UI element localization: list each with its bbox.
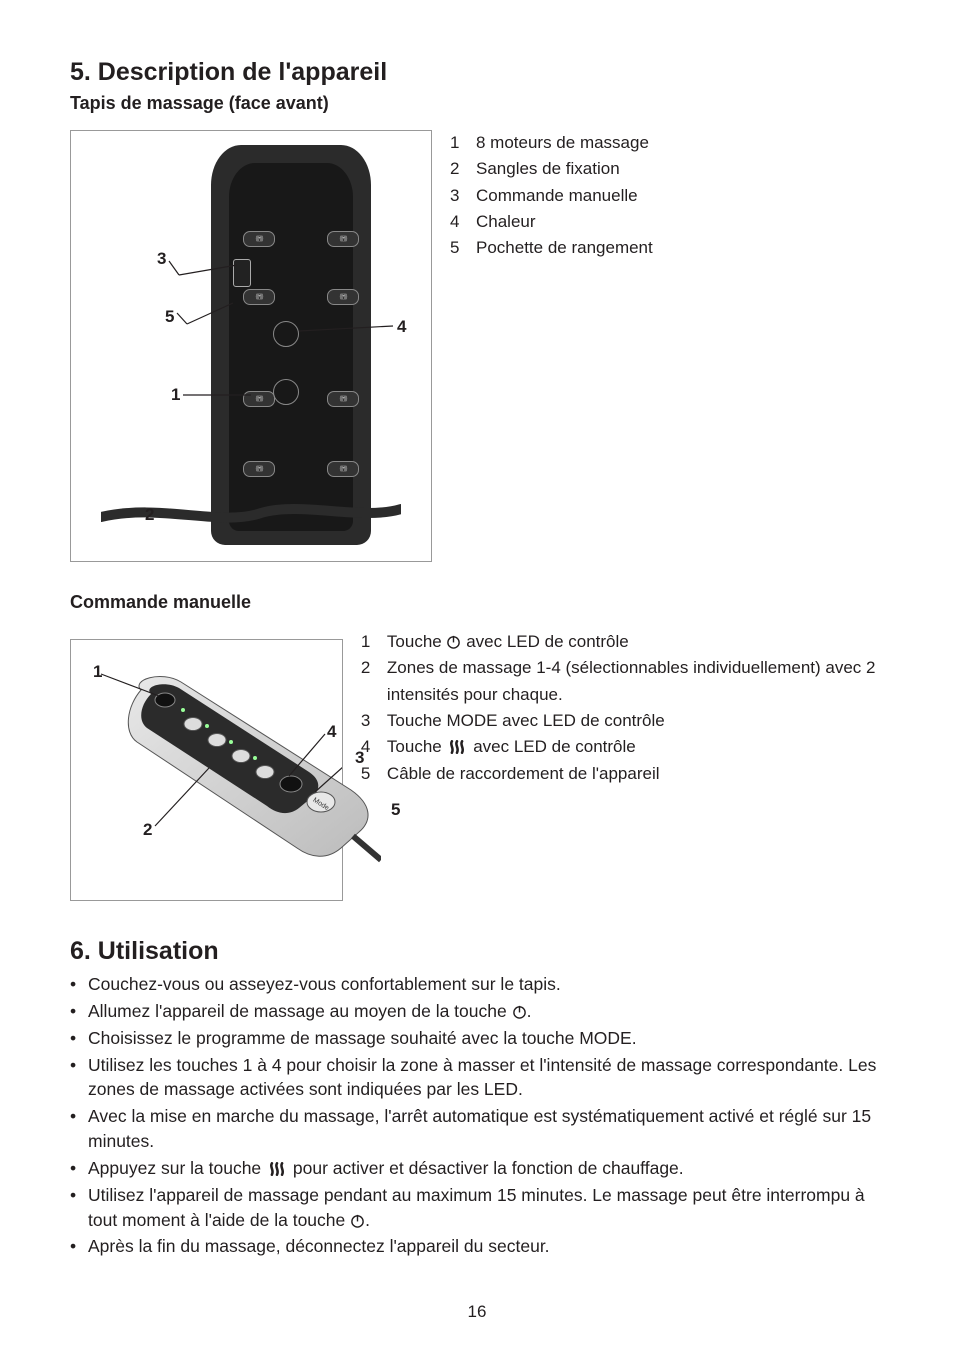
fig2-callouts [71,640,342,900]
legend-item: 4 Chaleur [450,209,653,235]
legend-num: 4 [450,209,466,235]
section5-legend: 1 8 moteurs de massage 2 Sangles de fixatio… [450,130,653,562]
power-icon [446,634,461,649]
legend-num: 2 [450,156,466,182]
legend-text: Touche avec LED de contrôle [387,629,884,655]
commande-row: Mode 1 2 4 3 5 1Touche avec LED de cont [70,629,884,901]
legend-text: 8 moteurs de massage [476,130,653,156]
bullet-item: Choisissez le programme de massage souha… [70,1026,884,1051]
fig2-label-5: 5 [391,800,400,820]
commande-legend: 1Touche avec LED de contrôle2Zones de ma… [361,629,884,901]
legend-item: 3 Commande manuelle [450,183,653,209]
section5-row: (((•)))(((•)))(((•)))(((•)))(((•)))(((•)… [70,130,884,562]
legend-num: 1 [450,130,466,156]
bullet-item: Appuyez sur la touche pour activer et dé… [70,1156,884,1181]
section5-subtitle: Tapis de massage (face avant) [70,93,884,114]
fig2-label-2: 2 [143,820,152,840]
commande-title: Commande manuelle [70,592,884,613]
figure-mat: (((•)))(((•)))(((•)))(((•)))(((•)))(((•)… [70,130,432,562]
fig2-label-3: 3 [355,748,364,768]
fig2-label-1: 1 [93,662,102,682]
legend-num: 5 [450,235,466,261]
legend-item: 5 Pochette de rangement [450,235,653,261]
legend-item: 4Touche avec LED de contrôle [361,734,884,760]
legend-item: 1 Touche avec LED de contrôle [361,629,884,655]
section6-title: 6. Utilisation [70,937,884,966]
bullet-item: Utilisez l'appareil de massage pendant a… [70,1183,884,1233]
legend-item: 3Touche MODE avec LED de contrôle [361,708,884,734]
bullet-item: Avec la mise en marche du massage, l'arr… [70,1104,884,1154]
legend-text: Câble de raccordement de l'appareil [387,761,884,787]
section5-title: 5. Description de l'appareil [70,58,884,87]
fig2-label-4: 4 [327,722,336,742]
fig1-label-2: 2 [145,505,154,525]
power-icon [350,1213,365,1228]
legend-text: Touche avec LED de contrôle [387,734,884,760]
power-icon [512,1004,527,1019]
legend-item: 5Câble de raccordement de l'appareil [361,761,884,787]
bullet-item: Après la fin du massage, déconnectez l'a… [70,1234,884,1259]
legend-num: 1 [361,629,377,655]
fig1-label-4: 4 [397,317,406,337]
bullet-item: Couchez-vous ou asseyez-vous confortable… [70,972,884,997]
page-number: 16 [0,1302,954,1322]
fig1-label-5: 5 [165,307,174,327]
legend-text: Pochette de rangement [476,235,653,261]
bullet-item: Utilisez les touches 1 à 4 pour choisir … [70,1053,884,1103]
utilisation-bullets: Couchez-vous ou asseyez-vous confortable… [70,972,884,1259]
legend-text: Commande manuelle [476,183,653,209]
figure-remote: Mode 1 2 4 3 5 [70,639,343,901]
bullet-item: Allumez l'appareil de massage au moyen d… [70,999,884,1024]
legend-item: 2 Sangles de fixation [450,156,653,182]
fig1-label-3: 3 [157,249,166,269]
page: 5. Description de l'appareil Tapis de ma… [0,0,954,1350]
legend-text: Zones de massage 1-4 (sélectionnables in… [387,655,884,708]
heat-icon [446,740,468,754]
legend-item: 2Zones de massage 1-4 (sélectionnables i… [361,655,884,708]
fig1-callouts [71,131,431,561]
fig1-label-1: 1 [171,385,180,405]
legend-item: 1 8 moteurs de massage [450,130,653,156]
heat-icon [266,1162,288,1176]
legend-text: Chaleur [476,209,653,235]
legend-num: 3 [450,183,466,209]
legend-text: Touche MODE avec LED de contrôle [387,708,884,734]
legend-text: Sangles de fixation [476,156,653,182]
